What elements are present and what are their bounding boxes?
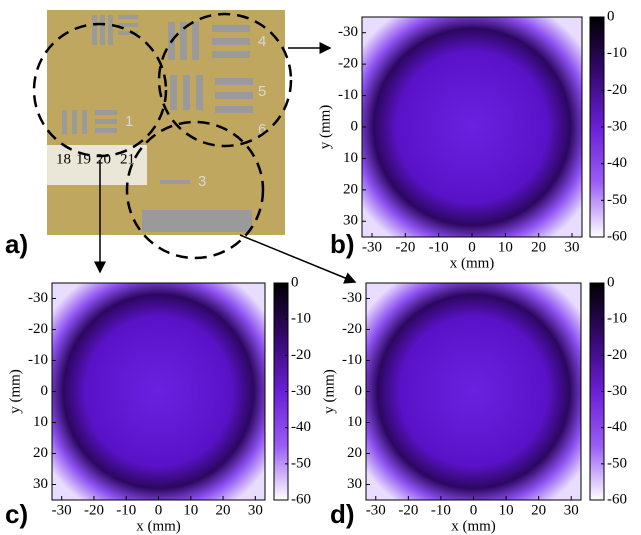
photo-label: 3 <box>198 173 206 190</box>
y-tick-label: 10 <box>33 414 48 430</box>
y-tick-label: -30 <box>28 290 48 306</box>
x-tick-label: -30 <box>52 502 72 518</box>
panel-label: b) <box>330 229 355 259</box>
x-tick-label: -30 <box>366 502 386 518</box>
x-tick-label: 30 <box>248 502 263 518</box>
y-tick-label: -30 <box>338 24 358 40</box>
colorbar-tick-label: 0 <box>607 274 615 290</box>
panel-label: c) <box>5 499 28 529</box>
colorbar-tick-label: -40 <box>607 155 627 171</box>
x-axis-label: x (mm) <box>451 518 496 534</box>
colorbar-tick-label: -30 <box>607 383 627 399</box>
y-tick-label: 30 <box>33 476 48 492</box>
y-tick-label: -30 <box>342 290 362 306</box>
x-axis-label: x (mm) <box>450 255 495 271</box>
panel-label: a) <box>5 229 28 259</box>
x-tick-label: -20 <box>395 239 415 255</box>
x-tick-label: 30 <box>564 502 579 518</box>
colorbar-tick-label: -30 <box>607 118 627 134</box>
colorbar-tick-label: -40 <box>607 419 627 435</box>
colorbar-tick-label: 0 <box>607 8 615 24</box>
x-tick-label: -10 <box>429 239 449 255</box>
photo-label: 4 <box>258 33 266 50</box>
y-tick-label: 0 <box>351 118 359 134</box>
y-tick-label: 0 <box>355 383 363 399</box>
y-tick-label: 0 <box>41 383 49 399</box>
colorbar-tick-label: -20 <box>607 347 627 363</box>
y-axis-label: y (mm) <box>321 369 337 414</box>
heatmap-image <box>52 283 265 500</box>
y-tick-label: 10 <box>343 150 358 166</box>
panel-label: d) <box>330 499 355 529</box>
y-tick-label: 20 <box>343 181 358 197</box>
colorbar-tick-label: -60 <box>607 228 627 244</box>
y-tick-label: 10 <box>347 414 362 430</box>
x-tick-label: 10 <box>499 502 514 518</box>
heatmap-image <box>362 17 582 237</box>
x-tick-label: -10 <box>431 502 451 518</box>
colorbar-tick-label: -20 <box>291 347 311 363</box>
y-tick-label: -20 <box>28 321 48 337</box>
colorbar-tick-label: -20 <box>607 82 627 98</box>
colorbar-tick-label: -60 <box>607 491 627 507</box>
x-tick-label: 0 <box>470 502 478 518</box>
x-tick-label: 0 <box>155 502 163 518</box>
colorbar-tick-label: -60 <box>291 491 311 507</box>
colorbar-tick-label: 0 <box>291 274 299 290</box>
heatmap-image <box>366 283 581 500</box>
x-axis-label: x (mm) <box>136 518 181 534</box>
y-tick-label: -10 <box>28 352 48 368</box>
y-tick-label: 30 <box>343 213 358 229</box>
ruler-label: 20 <box>96 151 111 167</box>
x-tick-label: 0 <box>468 239 476 255</box>
y-tick-label: -10 <box>342 352 362 368</box>
y-tick-label: 20 <box>33 445 48 461</box>
figure: 1 4 5 6 3 18 19 20 21 a) -30-20-10010203… <box>0 0 641 535</box>
ruler-label: 18 <box>56 151 71 167</box>
y-tick-label: 20 <box>347 445 362 461</box>
y-tick-label: -20 <box>338 56 358 72</box>
x-tick-label: -30 <box>362 239 382 255</box>
x-tick-label: -10 <box>116 502 136 518</box>
y-tick-label: 30 <box>347 476 362 492</box>
colorbar-tick-label: -10 <box>607 45 627 61</box>
x-tick-label: 10 <box>498 239 513 255</box>
y-tick-label: -10 <box>338 87 358 103</box>
colorbar-tick-label: -40 <box>291 419 311 435</box>
y-tick-label: -20 <box>342 321 362 337</box>
colorbar-tick-label: -50 <box>607 455 627 471</box>
colorbar-tick-label: -50 <box>291 455 311 471</box>
y-axis-label: y (mm) <box>7 369 23 414</box>
x-tick-label: -20 <box>398 502 418 518</box>
colorbar-tick-label: -30 <box>291 383 311 399</box>
colorbar-tick-label: -10 <box>291 311 311 327</box>
x-tick-label: 20 <box>531 502 546 518</box>
photo-label: 5 <box>258 83 266 100</box>
x-tick-label: 20 <box>531 239 546 255</box>
photo: 1 4 5 6 3 18 19 20 21 <box>34 10 355 282</box>
colorbar-tick-label: -50 <box>607 192 627 208</box>
x-tick-label: 10 <box>183 502 198 518</box>
x-tick-label: 30 <box>565 239 580 255</box>
colorbar-tick-label: -10 <box>607 311 627 327</box>
photo-label: 1 <box>125 113 133 130</box>
x-tick-label: 20 <box>216 502 231 518</box>
y-axis-label: y (mm) <box>317 105 333 150</box>
x-tick-label: -20 <box>84 502 104 518</box>
